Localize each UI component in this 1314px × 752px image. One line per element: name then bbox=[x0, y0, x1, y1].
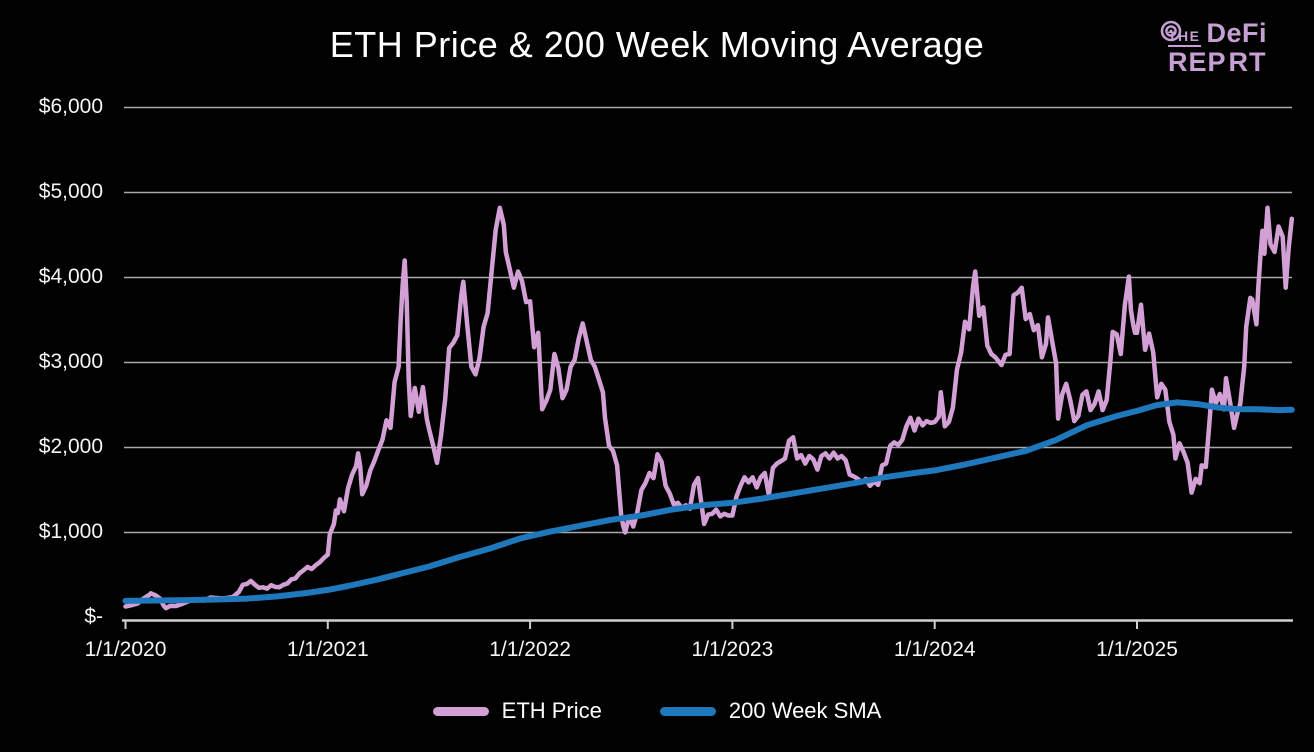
x-axis-label: 1/1/2023 bbox=[691, 638, 774, 661]
sma-swatch bbox=[659, 706, 716, 716]
x-axis-label: 1/1/2022 bbox=[489, 638, 571, 661]
sma-legend-label: 200 Week SMA bbox=[728, 698, 882, 723]
logo-defi-text: DeFi bbox=[1206, 18, 1268, 48]
eth-price-swatch bbox=[432, 706, 489, 716]
chart-title: ETH Price & 200 Week Moving Average bbox=[329, 24, 985, 65]
y-axis-label: $2,000 bbox=[38, 434, 103, 458]
y-axis-label: $3,000 bbox=[38, 349, 103, 373]
eth-price-legend-label: ETH Price bbox=[501, 698, 602, 723]
x-axis-label: 1/1/2025 bbox=[1096, 638, 1178, 661]
200-week-sma-line bbox=[122, 399, 1295, 604]
y-axis-label: $5,000 bbox=[38, 179, 103, 203]
defi-report-logo: THE DeFi REP RT bbox=[1160, 20, 1300, 76]
x-axis-label: 1/1/2020 bbox=[84, 638, 167, 661]
legend-item-eth-price: ETH Price bbox=[432, 698, 602, 724]
logo-rt-text: RT bbox=[1228, 47, 1267, 77]
eth-price-line bbox=[123, 205, 1295, 611]
y-axis-label: $4,000 bbox=[38, 264, 103, 288]
x-axis-label: 1/1/2021 bbox=[286, 638, 369, 661]
logo-rep-text: REP bbox=[1168, 47, 1227, 77]
legend: ETH Price 200 Week SMA bbox=[0, 698, 1314, 724]
x-axis-label: 1/1/2024 bbox=[893, 638, 976, 661]
logo-line-2: REP RT bbox=[1160, 20, 1300, 77]
y-axis-label: $- bbox=[84, 604, 103, 628]
y-axis-label: $1,000 bbox=[38, 519, 103, 543]
legend-item-200-week-sma: 200 Week SMA bbox=[659, 698, 882, 724]
y-axis-label: $6,000 bbox=[38, 94, 103, 118]
